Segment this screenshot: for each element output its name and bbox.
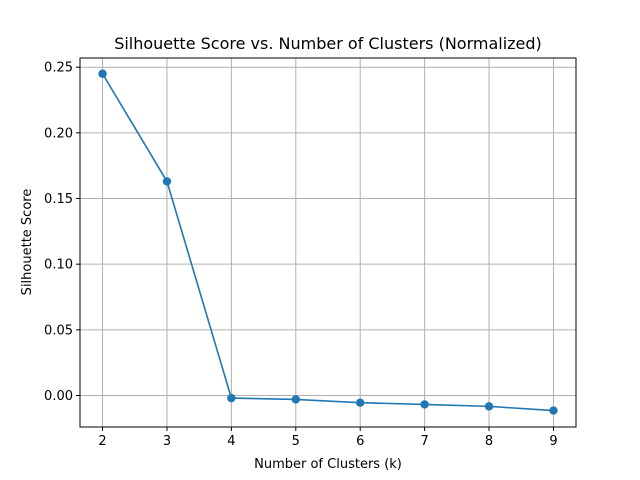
y-tick-label: 0.10 xyxy=(44,258,73,273)
grid xyxy=(80,58,576,427)
y-tick-label: 0.20 xyxy=(44,126,73,141)
y-tick-label: 0.00 xyxy=(44,389,73,404)
x-tick-label: 9 xyxy=(549,434,557,449)
data-point xyxy=(484,402,494,411)
x-tick-label: 4 xyxy=(227,434,235,449)
x-tick-label: 8 xyxy=(485,434,493,449)
data-point xyxy=(549,406,558,415)
axis-ticks: 2 3 4 5 6 7 8 9 0.00 0.05 0.10 0.15 0.20 0.25 xyxy=(44,61,558,449)
data-point xyxy=(420,400,429,409)
y-tick-label: 0.05 xyxy=(44,323,73,338)
chart-title: Silhouette Score vs. Number of Clusters … xyxy=(114,34,542,53)
data-point xyxy=(162,177,172,186)
x-tick-label: 2 xyxy=(98,434,106,449)
x-tick-label: 5 xyxy=(292,434,300,449)
series-line xyxy=(101,73,554,412)
data-point xyxy=(98,69,107,78)
x-axis-label: Number of Clusters (k) xyxy=(254,457,402,472)
data-point xyxy=(291,395,300,404)
x-tick-label: 3 xyxy=(163,434,171,449)
y-axis-label: Silhouette Score xyxy=(20,189,35,296)
y-tick-label: 0.15 xyxy=(44,192,73,207)
data-point xyxy=(356,398,365,407)
x-tick-label: 7 xyxy=(420,434,428,449)
data-point xyxy=(227,393,236,403)
y-tick-label: 0.25 xyxy=(44,61,73,76)
x-tick-label: 6 xyxy=(356,434,364,449)
plot-area xyxy=(98,69,558,415)
axes-frame xyxy=(79,57,577,428)
